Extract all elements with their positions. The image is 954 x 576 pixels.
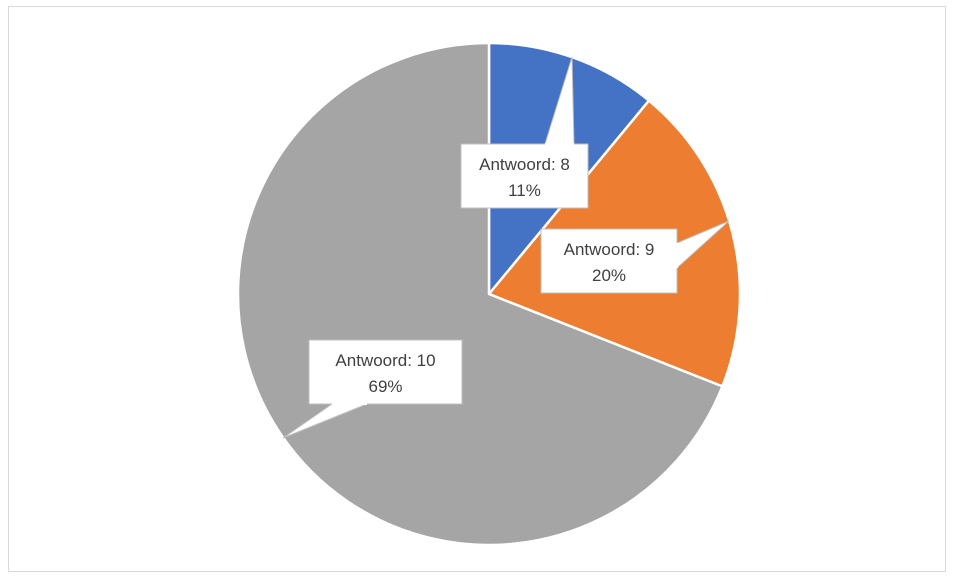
callouts-layer: Antwoord: 8 11% Antwoord: 9 20% Antwoord: 10… bbox=[282, 56, 730, 439]
data-callout-1: Antwoord: 8 11% bbox=[460, 56, 589, 209]
callout-box bbox=[460, 143, 589, 209]
slice-label: Antwoord: 8 bbox=[479, 155, 570, 174]
slice-label: Antwoord: 10 bbox=[335, 351, 435, 370]
slice-label: Antwoord: 9 bbox=[564, 240, 655, 259]
slice-percent: 20% bbox=[592, 266, 626, 285]
data-callout-2: Antwoord: 9 20% bbox=[540, 220, 730, 294]
pie-slice-3 bbox=[236, 41, 724, 547]
callout-box bbox=[540, 228, 678, 294]
slice-percent: 69% bbox=[368, 377, 402, 396]
slice-percent: 11% bbox=[508, 181, 541, 200]
slices-layer bbox=[236, 41, 742, 547]
data-callout-3: Antwoord: 10 69% bbox=[282, 339, 463, 439]
callout-box bbox=[308, 339, 463, 405]
